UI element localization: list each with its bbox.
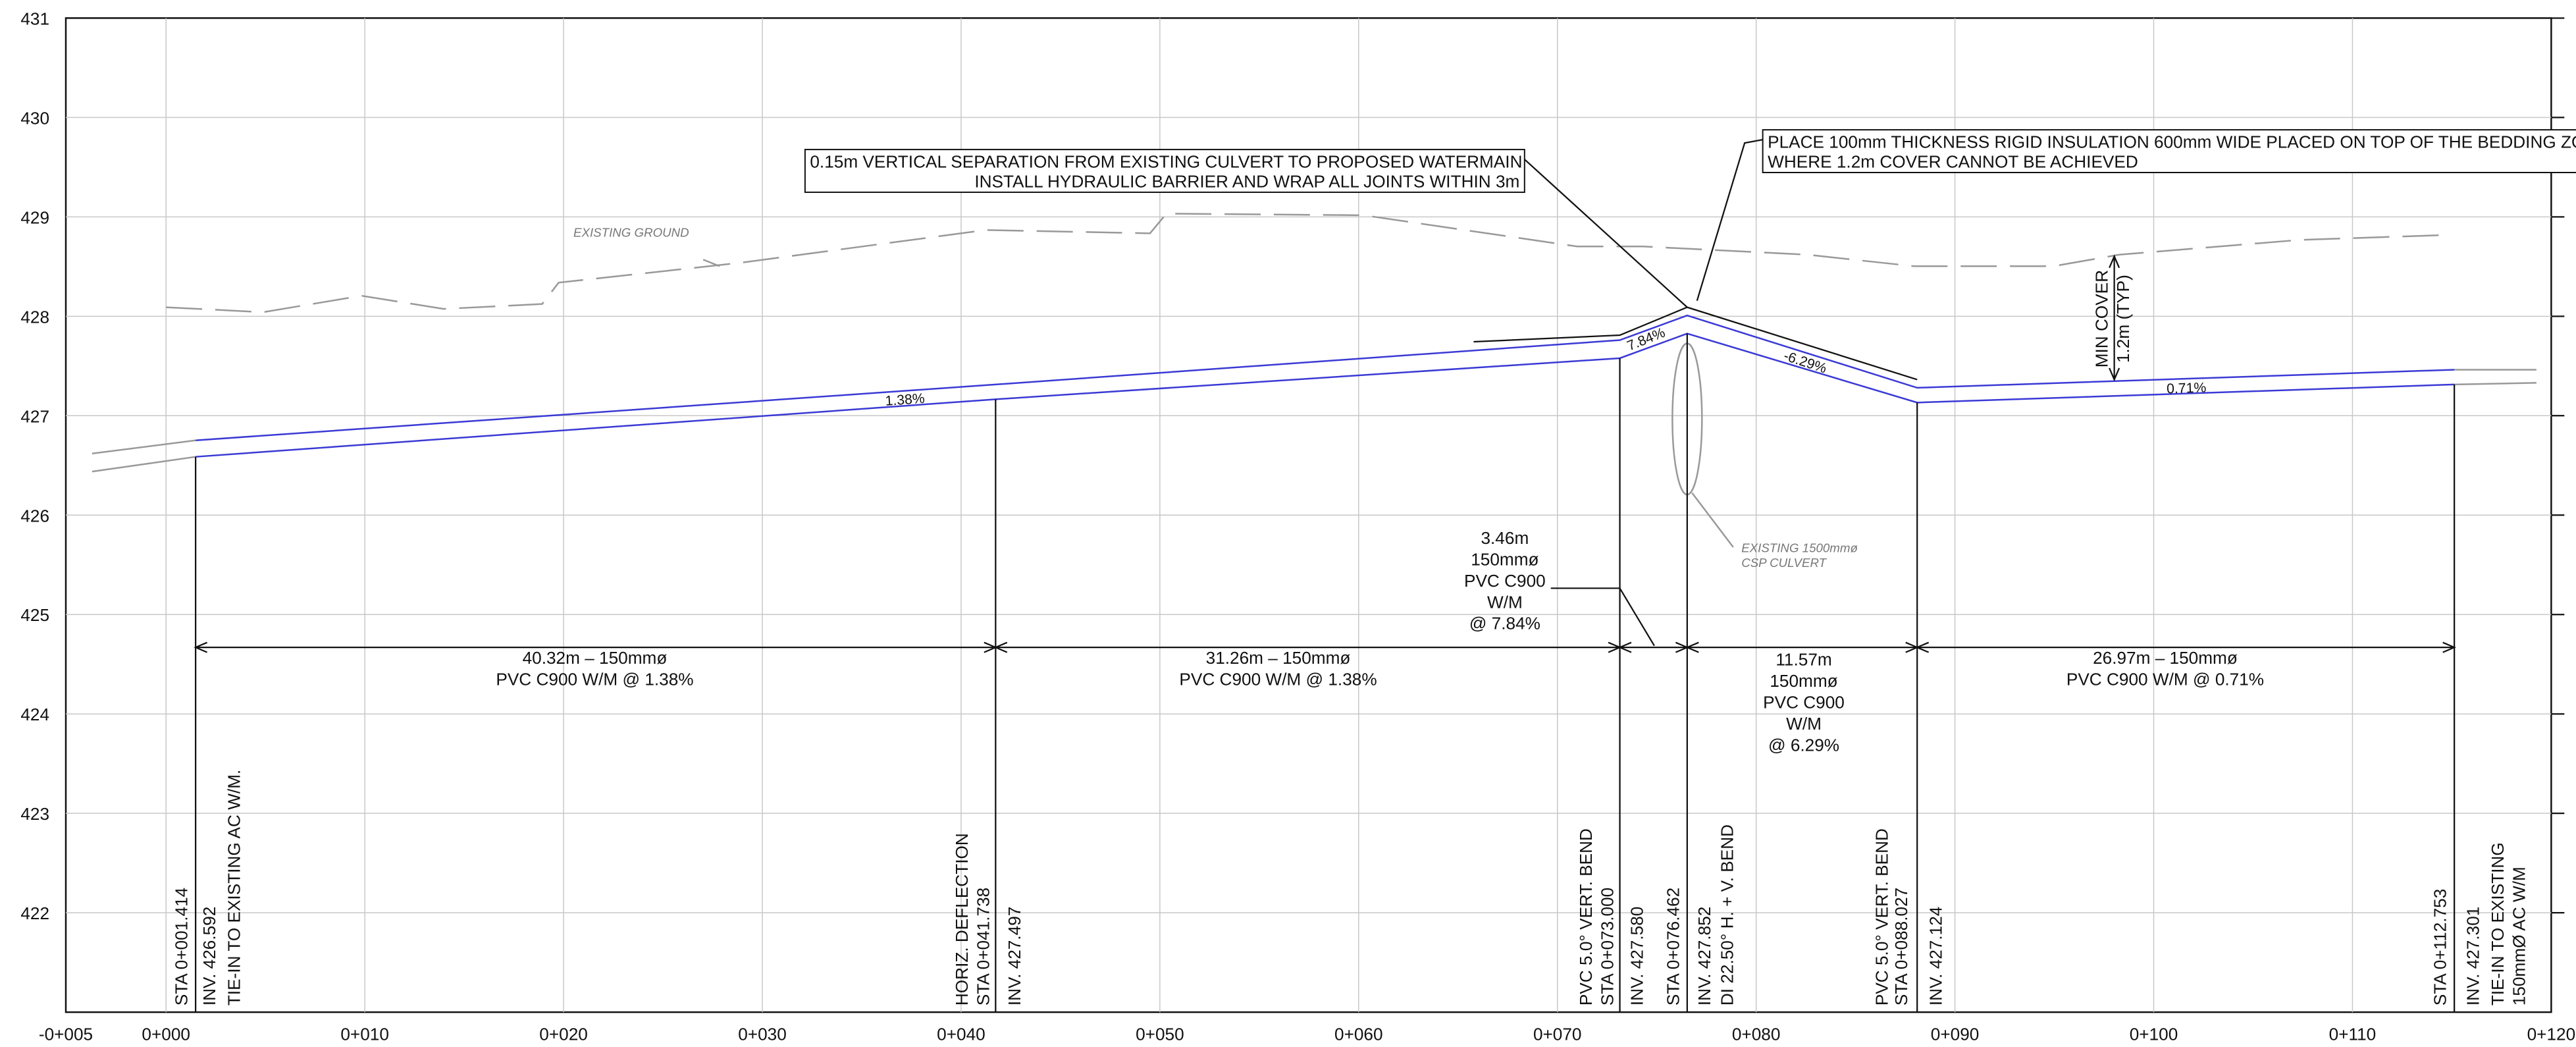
station-callout: STA 0+073.000 xyxy=(1598,888,1617,1006)
station-callout: STA 0+076.462 xyxy=(1663,888,1683,1006)
segment-label: 3.46m xyxy=(1481,528,1529,548)
leader xyxy=(702,259,720,267)
elevation-label: 430 xyxy=(20,108,49,128)
segment-label: PVC C900 W/M @ 0.71% xyxy=(2066,670,2264,689)
segment-label: 150mmø xyxy=(1471,549,1538,569)
station-callout: STA 0+112.753 xyxy=(2431,889,2450,1006)
station-label: 0+010 xyxy=(340,1025,389,1044)
segment-label: W/M xyxy=(1487,592,1523,612)
segment-label: 26.97m – 150mmø xyxy=(2093,648,2238,668)
culvert-label: EXISTING 1500mmø xyxy=(1741,541,1858,554)
elevation-label: 424 xyxy=(20,705,49,724)
station-callout: STA 0+041.738 xyxy=(973,888,993,1006)
elevation-label: 426 xyxy=(20,506,49,525)
insulation xyxy=(1473,306,1918,381)
station-label: 0+040 xyxy=(937,1025,986,1044)
segment-label: @ 6.29% xyxy=(1768,735,1839,755)
station-label: 0+060 xyxy=(1334,1025,1383,1044)
elevation-label: 422 xyxy=(20,903,49,923)
elevation-label: 423 xyxy=(20,804,49,824)
note-text: PLACE 100mm THICKNESS RIGID INSULATION 6… xyxy=(1768,132,2576,152)
existing-pipe xyxy=(92,456,196,473)
arrowhead xyxy=(2109,367,2120,382)
station-label: -0+005 xyxy=(39,1025,93,1044)
segment-label: 150mmø xyxy=(1770,671,1837,691)
note-box xyxy=(1762,129,2576,174)
existing-pipe xyxy=(92,439,196,454)
leader xyxy=(1696,138,1763,301)
ground-label: EXISTING GROUND xyxy=(573,225,689,239)
station-callout: STA 0+088.027 xyxy=(1891,888,1911,1006)
note-box xyxy=(804,149,1525,193)
station-callout: TIE-IN TO EXISTING AC W/M. xyxy=(224,770,244,1006)
station-callout: TIE-IN TO EXISTING xyxy=(2488,842,2508,1006)
arrowhead xyxy=(2109,254,2120,269)
leader xyxy=(1524,159,1688,308)
station-label: 0+110 xyxy=(2329,1025,2377,1044)
elevation-label: 427 xyxy=(20,406,49,426)
note-text: 0.15m VERTICAL SEPARATION FROM EXISTING … xyxy=(810,152,1522,172)
station-callout: INV. 427.580 xyxy=(1627,907,1646,1006)
station-callout: PVC 5.0° VERT. BEND xyxy=(1872,828,1891,1006)
existing-ground xyxy=(166,213,2448,313)
station-callout: INV. 427.497 xyxy=(1005,907,1024,1006)
existing-pipe xyxy=(2454,382,2537,386)
station-label: 0+100 xyxy=(2130,1025,2178,1044)
segment-label: 11.57m xyxy=(1775,650,1831,670)
leader xyxy=(1550,587,1655,647)
station-callout: INV. 427.301 xyxy=(2463,907,2483,1006)
station-callout: INV. 426.592 xyxy=(199,907,219,1006)
segment-label: PVC C900 W/M @ 1.38% xyxy=(496,670,693,689)
elevation-label: 431 xyxy=(20,9,49,28)
segment-label: PVC C900 W/M @ 1.38% xyxy=(1179,670,1377,689)
grade-label: 1.38% xyxy=(885,391,926,409)
station-callout: 150mmØ AC W/M xyxy=(2509,867,2529,1006)
station-label: 0+050 xyxy=(1136,1025,1184,1044)
segment-label: W/M xyxy=(1786,714,1822,734)
grade-label: 0.71% xyxy=(2167,380,2207,396)
segment-label: PVC C900 xyxy=(1464,571,1546,591)
station-callout: INV. 427.852 xyxy=(1695,907,1714,1006)
station-label: 0+070 xyxy=(1533,1025,1582,1044)
station-label: 0+030 xyxy=(738,1025,787,1044)
min-cover-label: MIN COVER xyxy=(2092,270,2112,367)
grade-label: 7.84% xyxy=(1625,325,1667,354)
segment-label: @ 7.84% xyxy=(1469,614,1540,633)
station-callout: HORIZ. DEFLECTION xyxy=(952,833,972,1006)
station-label: 0+120 xyxy=(2527,1025,2576,1044)
note-text: WHERE 1.2m COVER CANNOT BE ACHIEVED xyxy=(1768,152,2138,172)
station-callout: INV. 427.124 xyxy=(1926,907,1946,1006)
note-text: INSTALL HYDRAULIC BARRIER AND WRAP ALL J… xyxy=(974,171,1519,191)
station-label: 0+080 xyxy=(1732,1025,1781,1044)
station-label: 0+090 xyxy=(1931,1025,1980,1044)
station-callout: PVC 5.0° VERT. BEND xyxy=(1576,828,1596,1006)
elevation-label: 429 xyxy=(20,207,49,227)
culvert-label: CSP CULVERT xyxy=(1741,556,1827,570)
station-callout: DI 22.50° H. + V. BEND xyxy=(1718,824,1737,1006)
segment-label: PVC C900 xyxy=(1763,692,1845,712)
station-label: 0+020 xyxy=(539,1025,588,1044)
watermain-invert xyxy=(196,333,2455,458)
segment-label: 31.26m – 150mmø xyxy=(1206,648,1351,668)
elevation-label: 425 xyxy=(20,605,49,625)
station-label: 0+000 xyxy=(142,1025,190,1044)
elevation-label: 428 xyxy=(20,307,49,327)
leader xyxy=(1691,492,1734,548)
segment-label: 40.32m – 150mmø xyxy=(523,648,668,668)
min-cover-label: 1.2m (TYP) xyxy=(2113,275,2133,363)
station-callout: STA 0+001.414 xyxy=(172,888,192,1006)
watermain-obvert xyxy=(196,314,2455,441)
